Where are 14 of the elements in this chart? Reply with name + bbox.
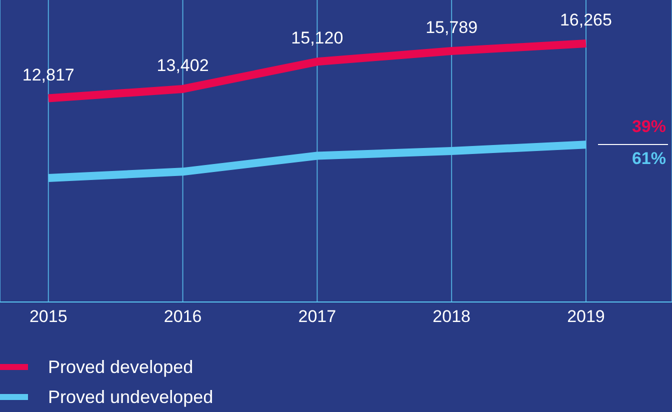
x-tick-label: 2017 (298, 307, 336, 326)
x-tick-label: 2019 (567, 307, 605, 326)
annotation: 61% (632, 149, 666, 170)
legend-label: Proved developed (48, 356, 194, 378)
data-label: 15,120 (291, 28, 344, 48)
legend-label: Proved undeveloped (48, 386, 214, 408)
x-tick-label: 2016 (164, 307, 202, 326)
data-label: 13,402 (156, 56, 209, 75)
x-tick-label: 2018 (432, 307, 470, 326)
data-label: 15,789 (426, 18, 478, 38)
x-tick-label: 2015 (29, 307, 68, 326)
data-label: 12,817 (22, 65, 74, 84)
annotation: 39% (632, 117, 666, 138)
data-label: 16,265 (560, 10, 612, 30)
